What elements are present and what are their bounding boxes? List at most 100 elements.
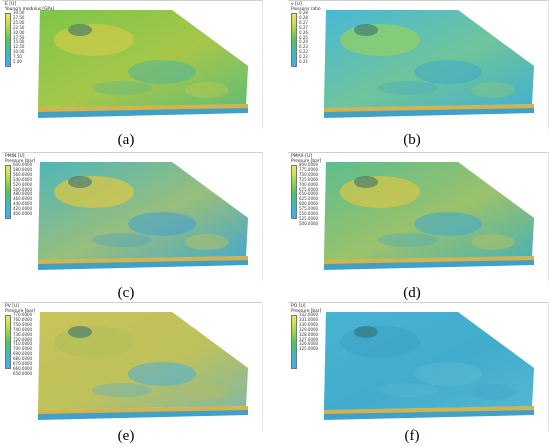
reservoir-surface-f	[324, 312, 534, 420]
terrain-patch	[185, 234, 229, 250]
tick-label: 575.0000	[299, 206, 319, 212]
colorbar	[5, 315, 11, 369]
tick-label: 500.0000	[13, 186, 33, 192]
terrain-patch	[378, 81, 438, 95]
tick-label: 460.0000	[13, 196, 33, 202]
tick-label: 5.00	[13, 59, 22, 65]
terrain-patch	[185, 82, 229, 98]
tick-label: 775.0000	[299, 166, 319, 172]
tick-label: 650.0000	[13, 370, 33, 376]
caption-d: (d)	[403, 285, 421, 301]
reservoir-surface-c	[38, 162, 248, 270]
terrain-depression	[354, 326, 378, 338]
tick-label: 770.0000	[13, 312, 33, 317]
tick-label: 600.0000	[13, 162, 33, 167]
reservoir-surface-b	[324, 10, 534, 118]
tick-label: 690.0000	[13, 351, 33, 357]
legend-title: PMIN [U]	[5, 154, 25, 159]
terrain-patch	[414, 362, 482, 386]
tick-label: 27.50	[13, 14, 25, 20]
tick-label: 540.0000	[13, 176, 33, 182]
tick-label: 0.28	[299, 14, 308, 20]
tick-label: 500.0000	[299, 220, 319, 226]
tick-label: 329.0000	[299, 326, 319, 332]
legend-subtitle: Pressure [bar]	[291, 159, 322, 164]
legend-title: PV [U]	[5, 304, 20, 309]
tick-label: 7.50	[13, 54, 22, 60]
tick-label: 0.22	[299, 54, 308, 60]
tick-label: 700.0000	[299, 181, 319, 187]
tick-label: 326.0000	[299, 341, 319, 347]
panel-e: PV [U] Pressure [bar] 770.0000 760.0000 …	[2, 302, 263, 431]
tick-label: 325.0000	[299, 346, 319, 352]
tick-label: 560.0000	[13, 171, 33, 177]
terrain-depression	[68, 326, 92, 338]
terrain-depression	[68, 176, 92, 188]
tick-label: 22.50	[13, 24, 25, 30]
tick-label: 550.0000	[299, 211, 319, 217]
terrain-patch	[128, 60, 196, 84]
tick-label: 525.0000	[299, 215, 319, 221]
terrain-patch	[414, 212, 482, 236]
slab-edge	[38, 108, 248, 118]
legend-subtitle: Pressure [bar]	[5, 309, 36, 314]
caption-a: (a)	[117, 132, 135, 148]
slab-edge	[38, 410, 248, 420]
legend-subtitle: Poissons ratio	[291, 7, 321, 12]
terrain-patch	[54, 326, 134, 358]
terrain-patch	[92, 383, 152, 397]
slab-edge	[324, 108, 534, 118]
panel-d: PMAX [U] Pressure [bar] 800.0000 775.000…	[288, 152, 549, 281]
tick-label: 725.0000	[299, 176, 319, 182]
tick-label: 720.0000	[13, 336, 33, 342]
tick-label: 700.0000	[13, 346, 33, 352]
terrain-patch	[340, 24, 420, 56]
tick-label: 12.50	[13, 44, 25, 50]
tick-label: 0.24	[299, 39, 308, 45]
legend-subtitle: Pressure [bar]	[5, 159, 36, 164]
tick-label: 730.0000	[13, 331, 33, 337]
tick-label: 331.0000	[299, 316, 319, 322]
tick-label: 327.0000	[299, 336, 319, 342]
colorbar-ticks: 30.00 27.50 25.00 22.50 20.00 17.50 15.0…	[13, 10, 25, 65]
tick-label: 680.0000	[13, 356, 33, 362]
colorbar-ticks: 600.0000 580.0000 560.0000 540.0000 520.…	[13, 162, 33, 217]
panel-f: PO [U] Pressure [bar] 332.0000 331.0000 …	[288, 302, 549, 431]
tick-label: 660.0000	[13, 365, 33, 371]
terrain-patch	[378, 383, 438, 397]
terrain-patch	[54, 24, 134, 56]
tick-label: 15.00	[13, 39, 25, 45]
tick-label: 0.23	[299, 44, 308, 50]
panel-c: PMIN [U] Pressure [bar] 600.0000 580.000…	[2, 152, 263, 281]
tick-label: 750.0000	[13, 321, 33, 327]
terrain-patch	[185, 384, 229, 400]
tick-label: 0.27	[299, 24, 308, 30]
colorbar-ticks: 800.0000 775.0000 750.0000 725.0000 700.…	[299, 162, 319, 227]
legend-d: PMAX [U] Pressure [bar] 800.0000 775.000…	[291, 154, 343, 226]
colorbar	[291, 165, 297, 219]
legend-title: PMAX [U]	[291, 154, 312, 159]
tick-label: 740.0000	[13, 326, 33, 332]
panel-b: ν [U] Poissons ratio 0.28 0.28 0.27 0.27…	[288, 0, 549, 129]
terrain-depression	[354, 176, 378, 188]
tick-label: 760.0000	[13, 316, 33, 322]
terrain-patch	[340, 176, 420, 208]
terrain-patch	[92, 81, 152, 95]
tick-label: 0.21	[299, 59, 308, 65]
tick-label: 332.0000	[299, 312, 319, 317]
terrain-depression	[68, 24, 92, 36]
tick-label: 30.00	[13, 10, 25, 15]
tick-label: 0.22	[299, 49, 308, 55]
terrain-patch	[471, 234, 515, 250]
legend-title: PO [U]	[291, 304, 306, 309]
terrain-patch	[92, 233, 152, 247]
legend-subtitle: Young's modulus [GPa]	[5, 7, 55, 12]
tick-label: 580.0000	[13, 166, 33, 172]
tick-label: 480.0000	[13, 191, 33, 197]
caption-c: (c)	[117, 285, 135, 301]
reservoir-surface-d	[324, 162, 534, 270]
tick-label: 800.0000	[299, 162, 319, 167]
tick-label: 10.00	[13, 49, 25, 55]
legend-f: PO [U] Pressure [bar] 332.0000 331.0000 …	[291, 304, 343, 369]
caption-b: (b)	[403, 132, 421, 148]
